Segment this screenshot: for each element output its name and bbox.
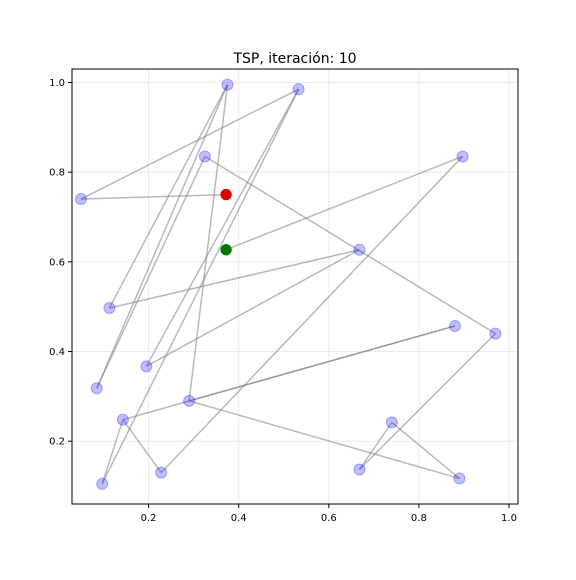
tour-segment	[358, 333, 497, 470]
tour-segment	[109, 248, 360, 309]
start-city-point	[220, 243, 232, 256]
chart-title: TSP, iteración: 10	[232, 51, 356, 67]
tour-segment	[204, 155, 496, 335]
city-point	[489, 327, 502, 340]
tour-segment	[391, 421, 460, 480]
tour-segment	[225, 155, 463, 251]
city-point	[116, 413, 129, 426]
city-point	[453, 472, 466, 485]
city-point	[448, 319, 461, 332]
x-tick-label: 0.8	[411, 513, 427, 524]
grid	[72, 69, 518, 504]
city-point	[183, 394, 196, 407]
markers	[220, 188, 232, 256]
city-point	[221, 78, 234, 91]
y-tick-label: 0.6	[49, 257, 65, 268]
axis-ticks: 0.2 0.4 0.6 0.8 1.0 0.2 0.4 0.6 0.8 1.0	[49, 78, 517, 524]
tour-segment	[96, 156, 206, 389]
tour-segment	[358, 421, 393, 470]
cities	[75, 78, 502, 490]
tour-segment	[122, 325, 456, 421]
city-point	[155, 466, 168, 479]
city-point	[353, 243, 366, 256]
city-point	[103, 302, 116, 315]
city-point	[96, 477, 109, 490]
city-point	[456, 150, 469, 163]
city-point	[75, 193, 88, 206]
tour-segment	[145, 88, 300, 367]
tour-segment	[80, 88, 299, 200]
y-tick-label: 0.8	[49, 168, 65, 179]
tour-segment	[101, 419, 124, 485]
tour-segment	[188, 400, 460, 480]
tour-segment	[80, 193, 227, 200]
tour-segment	[96, 84, 229, 389]
tour-segment	[101, 88, 300, 485]
city-point	[198, 150, 211, 163]
x-tick-label: 0.2	[141, 513, 157, 524]
city-point	[353, 463, 366, 476]
tour-segment	[108, 84, 229, 309]
city-point	[90, 382, 103, 395]
y-tick-label: 0.2	[49, 437, 65, 448]
city-point	[385, 416, 398, 429]
tour-paths	[80, 84, 497, 485]
tour-segment	[188, 84, 229, 401]
tour-segment	[160, 155, 464, 474]
y-tick-label: 0.4	[49, 347, 65, 358]
y-tick-label: 1.0	[49, 78, 65, 89]
x-tick-label: 0.4	[231, 513, 247, 524]
current-city-point	[220, 188, 232, 201]
city-point	[292, 83, 305, 96]
city-point	[140, 360, 153, 373]
tour-segment	[145, 249, 360, 367]
x-tick-label: 1.0	[501, 513, 517, 524]
x-tick-label: 0.6	[321, 513, 337, 524]
axes-frame	[71, 68, 519, 505]
